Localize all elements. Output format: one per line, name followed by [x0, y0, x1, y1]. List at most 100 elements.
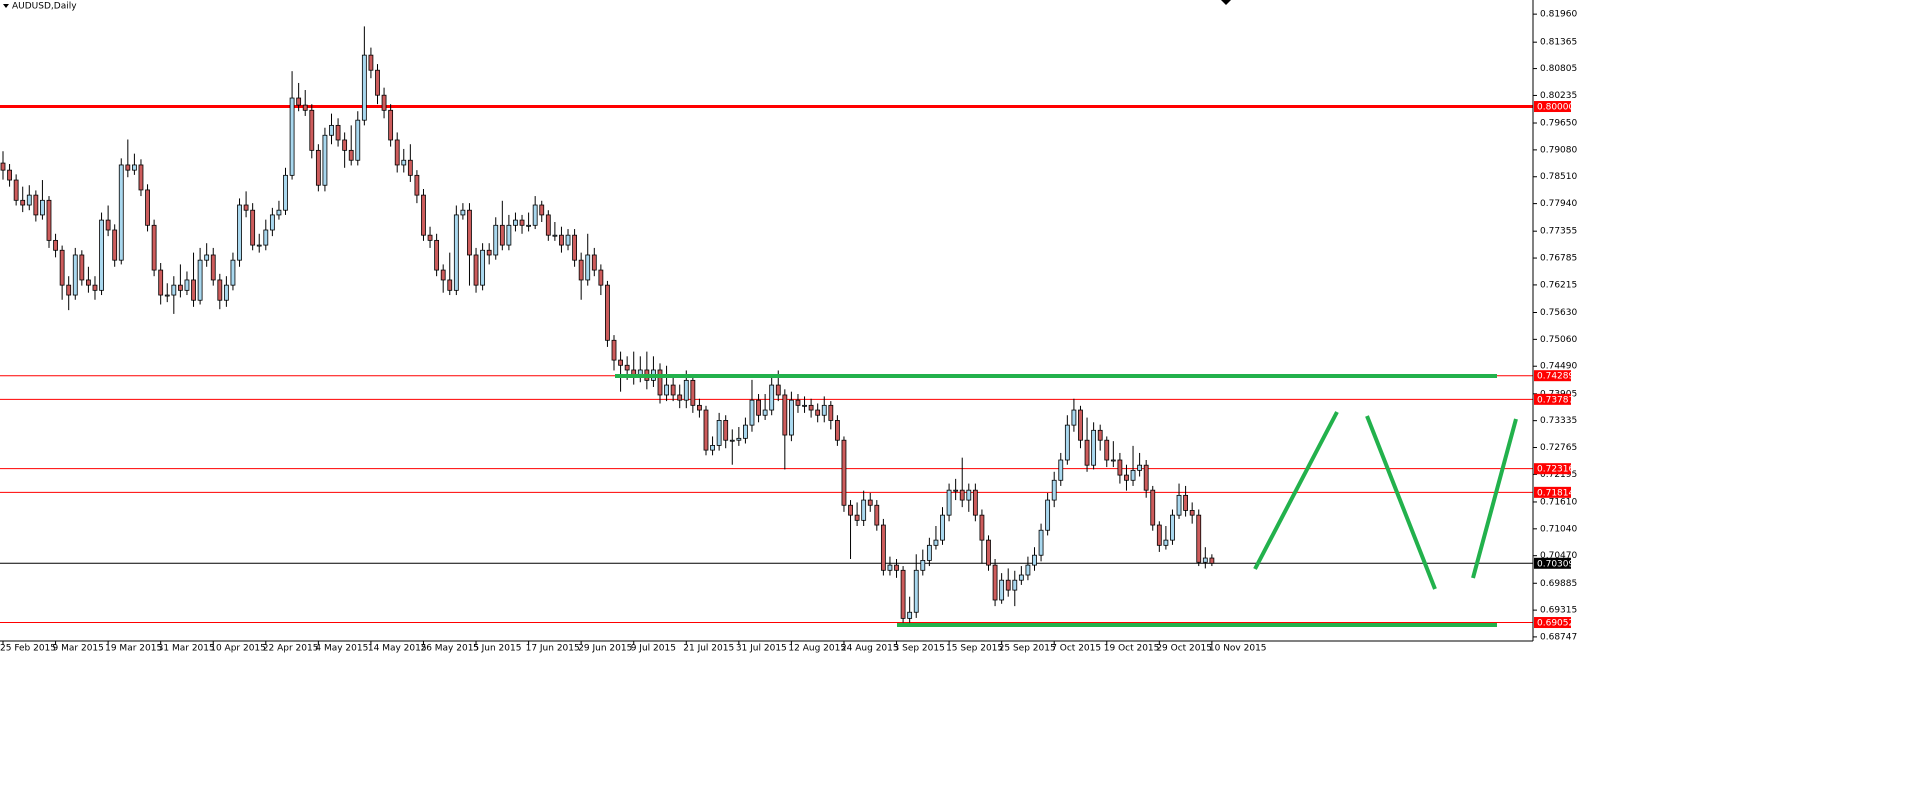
candle-body [66, 284, 72, 296]
price-tag [1534, 463, 1571, 475]
candle-body [158, 269, 164, 296]
x-tick-label: 10 Nov 2015 [1209, 644, 1267, 654]
candle-body [243, 204, 249, 211]
candle-body [440, 269, 446, 281]
candle-body [40, 199, 45, 216]
candle-layer [0, 26, 1215, 623]
candle-body [164, 294, 170, 297]
candle-body [953, 489, 959, 492]
candle-body [618, 359, 623, 366]
candle-body [1156, 524, 1162, 546]
price-tag-label: 0.80000 [1537, 103, 1574, 113]
candle-body [342, 139, 348, 151]
candle-body [151, 224, 157, 271]
candle-body [256, 244, 262, 247]
x-tick-label: 9 Mar 2015 [53, 644, 104, 654]
y-tick-label: 0.73335 [1540, 416, 1577, 426]
candle-body [197, 259, 203, 301]
y-tick-label: 0.76215 [1540, 280, 1577, 290]
candle-body [467, 209, 472, 256]
price-tag-label: 0.72316 [1537, 465, 1574, 475]
x-tick-label: 31 Mar 2015 [158, 644, 215, 654]
candle-body [296, 97, 302, 106]
candle-body [716, 420, 722, 446]
candle-body [237, 204, 242, 261]
y-tick-label: 0.81960 [1540, 10, 1577, 20]
candle-body [1058, 459, 1064, 481]
x-tick-label: 19 Mar 2015 [105, 644, 162, 654]
candle-body [1170, 514, 1175, 541]
y-tick-label: 0.71610 [1540, 497, 1577, 507]
y-tick-label: 0.70470 [1540, 551, 1577, 561]
candle-body [1163, 539, 1169, 546]
candle-body [559, 234, 564, 246]
x-tick-label: 29 Jun 2015 [578, 644, 632, 654]
candle-body [1183, 494, 1188, 511]
candle-body [920, 560, 926, 571]
candle-body [99, 219, 104, 291]
x-tick-label: 25 Sep 2015 [999, 644, 1056, 654]
y-tick-label: 0.71040 [1540, 524, 1577, 534]
candle-body [276, 209, 282, 216]
y-tick-label: 0.69885 [1540, 579, 1577, 589]
candle-body [999, 579, 1005, 601]
x-tick-label: 17 Jun 2015 [526, 644, 580, 654]
candle-body [940, 514, 945, 541]
candle-body [171, 284, 177, 296]
candle-body [913, 569, 919, 613]
candle-body [992, 564, 998, 601]
candle-body [841, 439, 847, 506]
candle-body [473, 254, 479, 286]
candle-body [217, 279, 223, 301]
candle-body [1078, 409, 1083, 441]
y-tick-label: 0.75630 [1540, 308, 1577, 318]
candle-body [861, 499, 867, 521]
x-tick-label: 22 Apr 2015 [263, 644, 319, 654]
candle-body [539, 204, 545, 216]
candle-body [1104, 439, 1110, 461]
tag-layer: 0.80000 0.74289 0.73787 0.72316 0.71814 0.690… [1534, 101, 1574, 629]
candle-body [959, 489, 965, 501]
candle-body [710, 445, 715, 451]
candle-body [59, 249, 65, 286]
candle-body [329, 124, 334, 136]
candle-body [769, 384, 775, 411]
candle-body [854, 514, 860, 521]
x-tick-label: 15 Sep 2015 [946, 644, 1003, 654]
x-tick-label: 12 Aug 2015 [788, 644, 846, 654]
marker [1221, 0, 1231, 5]
candle-body [453, 214, 459, 291]
candle-body [1143, 464, 1149, 491]
candle-body [880, 524, 886, 571]
price-tag-label: 0.71814 [1537, 488, 1574, 498]
price-tag [1534, 101, 1571, 113]
candle-body [1025, 564, 1031, 576]
candle-body [526, 224, 531, 227]
candle-body [591, 254, 597, 271]
candle-body [315, 149, 321, 186]
candle-body [532, 204, 538, 226]
candle-body [223, 284, 229, 301]
candle-body [1038, 529, 1044, 556]
candle-body [1005, 579, 1011, 591]
candle-body [335, 124, 341, 141]
candle-body [177, 284, 183, 291]
y-tick-label: 0.77940 [1540, 199, 1577, 209]
y-tick-label: 0.74490 [1540, 362, 1577, 372]
candle-body [743, 424, 748, 439]
candle-body [46, 199, 52, 241]
candle-body [907, 611, 913, 619]
x-tick-label: 21 Jul 2015 [683, 644, 734, 654]
candle-body [624, 364, 630, 371]
drawings [615, 374, 1518, 627]
candle-body [874, 504, 880, 526]
axis-layer: 0.81960 0.81365 0.80805 0.80235 0.79650 0.790… [0, 10, 1577, 654]
candle-body [421, 194, 426, 236]
candle-body [493, 224, 499, 256]
y-tick-label: 0.80235 [1540, 91, 1577, 101]
candle-body [72, 254, 78, 296]
candle-body [1071, 409, 1077, 426]
y-tick-label: 0.77355 [1540, 227, 1577, 237]
title-icon [3, 4, 9, 8]
